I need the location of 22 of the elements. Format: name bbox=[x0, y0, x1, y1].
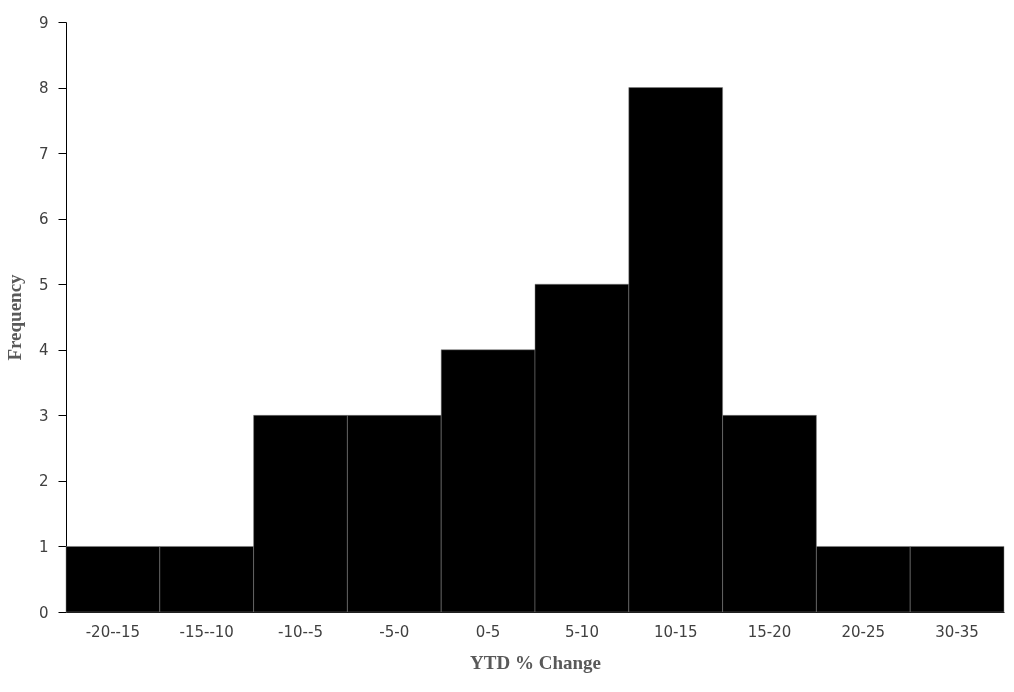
y-tick-label: 7 bbox=[38, 144, 49, 163]
y-tick-label: 4 bbox=[38, 341, 49, 360]
y-tick-label: 5 bbox=[38, 275, 49, 294]
y-tick-label: 6 bbox=[38, 210, 49, 229]
y-tick-label: 3 bbox=[38, 406, 49, 425]
x-tick-label: -5-0 bbox=[379, 622, 410, 641]
y-tick-label: 8 bbox=[38, 79, 49, 98]
x-tick-label: -15--10 bbox=[179, 622, 234, 641]
y-tick-label: 2 bbox=[38, 472, 49, 491]
x-tick-label: 10-15 bbox=[653, 622, 698, 641]
y-tick-label: 9 bbox=[38, 13, 49, 32]
x-tick-label: -10--5 bbox=[278, 622, 323, 641]
x-axis-title: YTD % Change bbox=[470, 651, 601, 673]
x-tick-label: 0-5 bbox=[475, 622, 501, 641]
y-axis-title: Frequency bbox=[3, 273, 25, 361]
y-tick-label: 1 bbox=[38, 537, 49, 556]
x-tick-label: 15-20 bbox=[747, 622, 792, 641]
y-tick-label: 0 bbox=[38, 603, 49, 622]
x-tick-label: 5-10 bbox=[564, 622, 599, 641]
x-tick-label: 30-35 bbox=[935, 622, 979, 641]
x-tick-label: -20--15 bbox=[85, 622, 141, 641]
x-tick-label: 20-25 bbox=[841, 622, 886, 641]
